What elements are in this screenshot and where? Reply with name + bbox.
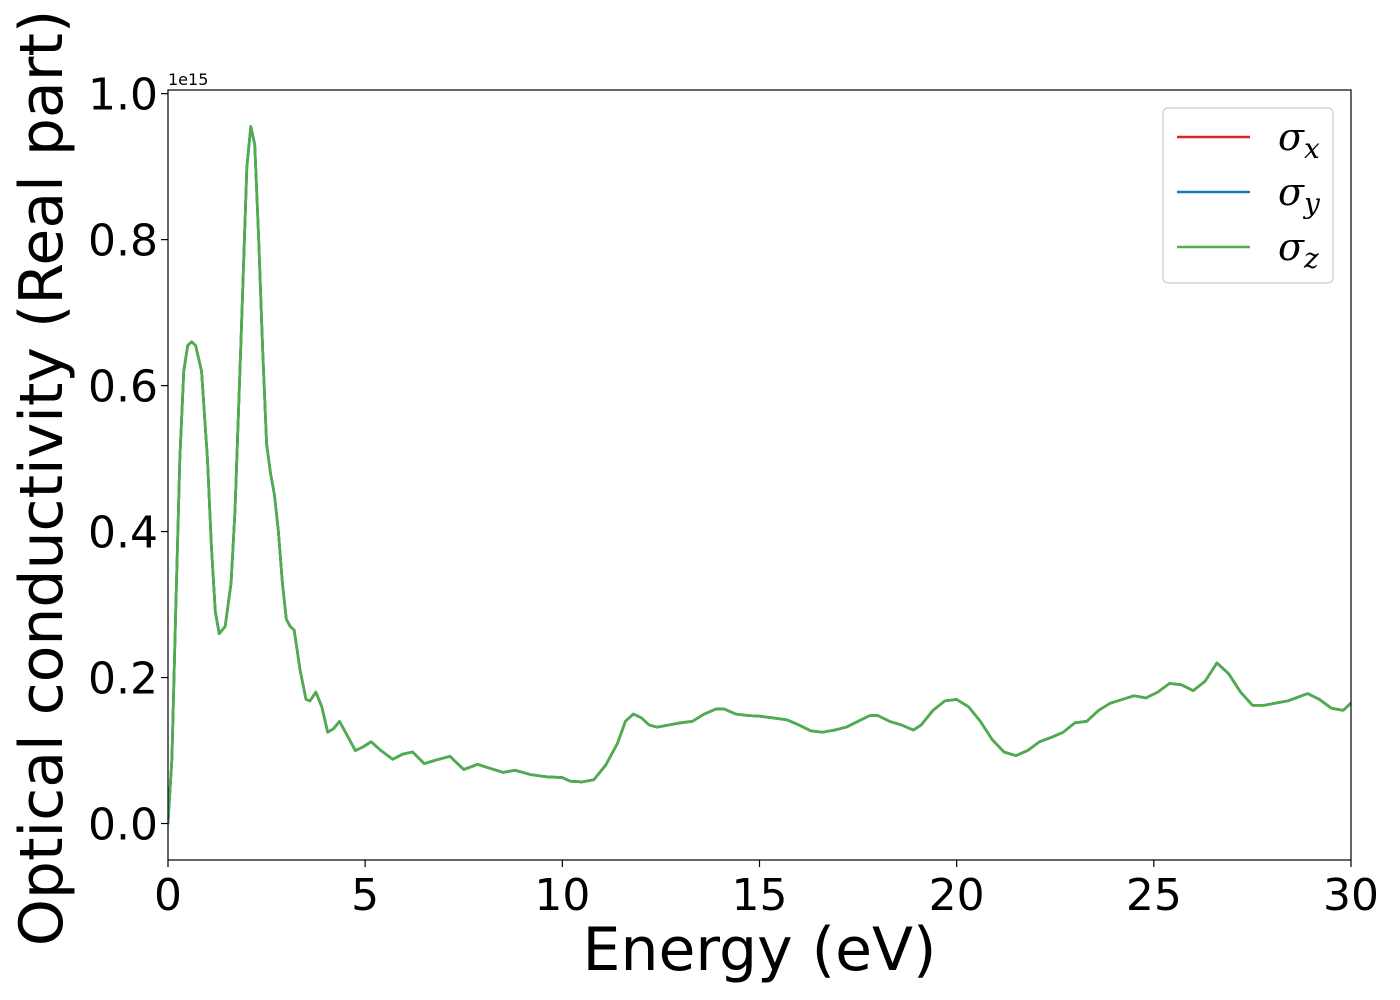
y-offset-label: 1e15 — [168, 70, 208, 89]
y-tick-label: 1.0 — [88, 70, 158, 121]
y-axis-title: Optical conductivity (Real part) — [7, 10, 77, 947]
legend-label-z: σz — [1278, 225, 1319, 275]
y-tick-label: 0.2 — [88, 654, 158, 705]
x-tick-label: 10 — [534, 870, 590, 921]
x-tick-label: 20 — [929, 870, 985, 921]
x-tick-label: 0 — [154, 870, 182, 921]
x-tick-label: 15 — [732, 870, 788, 921]
x-tick-label: 25 — [1126, 870, 1182, 921]
legend-label-x: σx — [1278, 115, 1320, 165]
y-tick-label: 0.0 — [88, 800, 158, 851]
series-line-z — [168, 125, 1351, 825]
series-layer — [168, 125, 1351, 825]
x-axis-title: Energy (eV) — [583, 915, 937, 985]
x-tick-label: 5 — [351, 870, 379, 921]
y-tick-label: 0.4 — [88, 508, 158, 559]
legend-label-y: σy — [1278, 170, 1321, 220]
legend-frame — [1162, 107, 1334, 284]
y-tick-label: 0.8 — [88, 216, 158, 267]
y-tick-label: 0.6 — [88, 362, 158, 413]
x-tick-label: 30 — [1323, 870, 1379, 921]
axes-layer: 0 5 10 15 20 25 30 0.0 0.2 0.4 0.6 0.8 1.0 — [88, 70, 1379, 921]
plot-frame — [167, 89, 1352, 861]
